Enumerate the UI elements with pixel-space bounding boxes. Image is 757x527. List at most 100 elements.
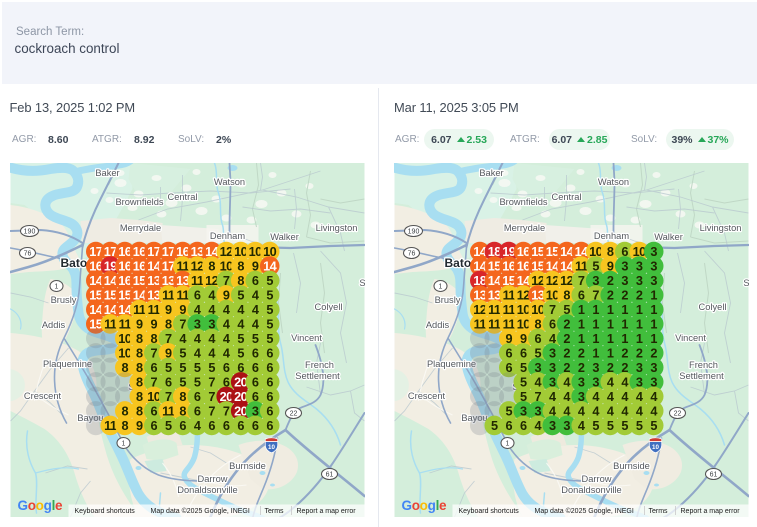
svg-text:8: 8: [165, 317, 172, 331]
svg-text:4: 4: [607, 375, 614, 389]
svg-text:15: 15: [104, 288, 118, 302]
svg-text:4: 4: [563, 404, 570, 418]
svg-text:15: 15: [488, 259, 502, 273]
svg-text:7: 7: [223, 404, 230, 418]
svg-text:6: 6: [266, 375, 273, 389]
svg-text:2: 2: [563, 332, 570, 346]
svg-text:5: 5: [208, 361, 215, 375]
svg-text:6: 6: [252, 346, 259, 360]
svg-text:6: 6: [520, 346, 527, 360]
svg-text:3: 3: [535, 361, 542, 375]
svg-text:8: 8: [151, 332, 158, 346]
svg-text:9: 9: [136, 317, 143, 331]
svg-text:4: 4: [223, 303, 230, 317]
svg-text:6: 6: [506, 419, 513, 433]
svg-text:6: 6: [266, 390, 273, 404]
svg-text:9: 9: [165, 303, 172, 317]
svg-text:6: 6: [151, 404, 158, 418]
svg-text:11: 11: [191, 274, 204, 288]
svg-text:15: 15: [89, 317, 103, 331]
svg-text:5: 5: [165, 419, 172, 433]
svg-text:5: 5: [194, 361, 201, 375]
svg-text:7: 7: [549, 303, 556, 317]
svg-text:6: 6: [179, 419, 186, 433]
svg-text:8: 8: [136, 361, 143, 375]
svg-text:12: 12: [560, 274, 574, 288]
svg-text:8: 8: [136, 346, 143, 360]
svg-text:13: 13: [531, 288, 545, 302]
svg-text:10: 10: [517, 303, 531, 317]
svg-text:14: 14: [89, 303, 103, 317]
svg-text:16: 16: [176, 245, 190, 259]
svg-text:16: 16: [89, 259, 103, 273]
svg-text:4: 4: [208, 332, 215, 346]
svg-text:6: 6: [194, 288, 201, 302]
svg-text:17: 17: [162, 259, 176, 273]
svg-text:11: 11: [148, 303, 161, 317]
svg-text:4: 4: [208, 303, 215, 317]
svg-text:4: 4: [563, 375, 570, 389]
svg-text:1: 1: [592, 332, 599, 346]
svg-text:3: 3: [194, 317, 201, 331]
svg-text:14: 14: [546, 259, 560, 273]
svg-text:1: 1: [636, 332, 643, 346]
svg-text:2: 2: [607, 274, 614, 288]
svg-text:6: 6: [535, 332, 542, 346]
svg-text:1: 1: [578, 303, 585, 317]
svg-text:3: 3: [650, 375, 657, 389]
svg-text:3: 3: [578, 390, 585, 404]
svg-text:6: 6: [237, 361, 244, 375]
svg-text:20: 20: [234, 404, 248, 418]
svg-text:16: 16: [118, 259, 132, 273]
svg-text:11: 11: [575, 259, 588, 273]
svg-text:14: 14: [118, 303, 132, 317]
svg-text:2: 2: [607, 361, 614, 375]
svg-text:10: 10: [220, 259, 234, 273]
svg-text:1: 1: [607, 346, 614, 360]
svg-text:6: 6: [506, 361, 513, 375]
svg-text:4: 4: [252, 288, 259, 302]
svg-text:2: 2: [621, 361, 628, 375]
svg-text:4: 4: [621, 390, 628, 404]
svg-text:5: 5: [237, 288, 244, 302]
svg-text:3: 3: [621, 274, 628, 288]
svg-text:1: 1: [621, 317, 628, 331]
svg-text:14: 14: [133, 288, 147, 302]
svg-text:9: 9: [223, 288, 230, 302]
svg-text:5: 5: [237, 332, 244, 346]
svg-text:11: 11: [162, 404, 175, 418]
svg-text:17: 17: [162, 245, 176, 259]
svg-text:6: 6: [208, 419, 215, 433]
svg-text:1: 1: [578, 332, 585, 346]
svg-text:8: 8: [122, 404, 129, 418]
svg-text:9: 9: [165, 346, 172, 360]
svg-text:16: 16: [502, 259, 516, 273]
svg-text:2: 2: [650, 346, 657, 360]
svg-text:15: 15: [133, 274, 147, 288]
svg-text:12: 12: [531, 274, 545, 288]
svg-text:13: 13: [147, 288, 161, 302]
svg-text:4: 4: [252, 317, 259, 331]
svg-text:3: 3: [650, 361, 657, 375]
svg-text:10: 10: [234, 245, 248, 259]
svg-text:10: 10: [249, 245, 263, 259]
svg-text:14: 14: [263, 259, 277, 273]
svg-text:12: 12: [205, 274, 219, 288]
svg-text:14: 14: [560, 259, 574, 273]
svg-text:5: 5: [266, 274, 273, 288]
svg-text:10: 10: [531, 303, 545, 317]
svg-text:4: 4: [252, 303, 259, 317]
svg-text:11: 11: [176, 288, 189, 302]
svg-text:14: 14: [517, 274, 531, 288]
svg-text:8: 8: [122, 361, 129, 375]
svg-text:5: 5: [563, 303, 570, 317]
svg-text:8: 8: [208, 259, 215, 273]
svg-text:10: 10: [589, 245, 603, 259]
svg-text:20: 20: [234, 390, 248, 404]
svg-text:5: 5: [165, 361, 172, 375]
svg-text:3: 3: [592, 274, 599, 288]
svg-text:3: 3: [549, 346, 556, 360]
svg-text:5: 5: [266, 332, 273, 346]
svg-text:14: 14: [205, 245, 219, 259]
svg-text:14: 14: [575, 245, 589, 259]
